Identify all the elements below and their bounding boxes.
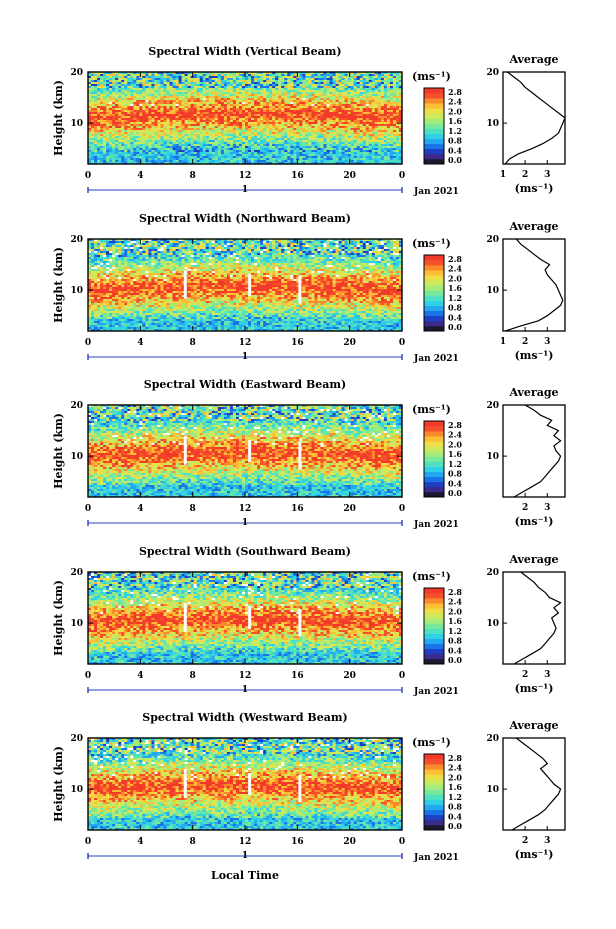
- colorbar-swatch: [424, 144, 444, 149]
- profile-y-tick-label: 10: [486, 119, 499, 129]
- x-tick-label: 4: [137, 171, 143, 181]
- colorbar-swatch: [424, 93, 444, 98]
- colorbar-swatch: [424, 129, 444, 134]
- colorbar-swatch: [424, 139, 444, 144]
- colorbar-swatch: [424, 123, 444, 128]
- colorbar-swatch: [424, 108, 444, 113]
- colorbar-swatch: [424, 113, 444, 118]
- x-tick-label: 0: [399, 171, 405, 181]
- colorbar-tick-label: 0.0: [448, 155, 462, 165]
- x-tick-label: 8: [190, 171, 196, 181]
- x-tick-label: 20: [343, 171, 356, 181]
- colorbar-tick-label: 1.6: [448, 116, 462, 126]
- colorbar-tick-label: 2.0: [448, 106, 462, 116]
- colorbar-tick-label: 0.8: [448, 136, 462, 146]
- y-axis-label: Height (km): [52, 80, 65, 156]
- colorbar-swatch: [424, 98, 444, 103]
- colorbar-swatch: [424, 134, 444, 139]
- colorbar-tick-label: 1.2: [448, 126, 462, 136]
- colorbar-swatch: [424, 159, 444, 164]
- x-tick-label: 0: [85, 171, 91, 181]
- profile-x-tick-label: 3: [544, 170, 550, 180]
- panel-0: Spectral Width (Vertical Beam)2010Height…: [52, 45, 565, 197]
- heatmap: [88, 239, 402, 331]
- profile-unit: (ms⁻¹): [515, 182, 554, 195]
- panel-title: Spectral Width (Vertical Beam): [148, 45, 341, 58]
- profile-x-tick-label: 2: [522, 170, 528, 180]
- date-bar-label: 1: [242, 185, 248, 195]
- date-label: Jan 2021: [413, 187, 459, 197]
- x-tick-label: 12: [239, 171, 252, 181]
- heatmap: [88, 72, 402, 164]
- profile-frame: [503, 72, 565, 164]
- colorbar-swatch: [424, 154, 444, 159]
- colorbar-unit: (ms⁻¹): [412, 70, 451, 83]
- profile-y-tick-label: 20: [486, 68, 499, 78]
- colorbar-tick-label: 0.4: [448, 145, 462, 155]
- colorbar-tick-label: 2.8: [448, 87, 462, 97]
- panel-1: Spectral Width (Northward Beam)2010Heigh…: [52, 212, 565, 364]
- colorbar-swatch: [424, 149, 444, 154]
- y-tick-label: 20: [70, 68, 83, 78]
- profile-x-tick-label: 1: [500, 170, 506, 180]
- colorbar-swatch: [424, 88, 444, 93]
- y-tick-label: 10: [70, 119, 83, 129]
- colorbar-swatch: [424, 118, 444, 123]
- x-tick-label: 16: [291, 171, 304, 181]
- colorbar-tick-label: 2.4: [448, 97, 462, 107]
- panel-title: Spectral Width (Northward Beam): [139, 212, 351, 225]
- colorbar-swatch: [424, 103, 444, 108]
- profile-title: Average: [508, 53, 558, 66]
